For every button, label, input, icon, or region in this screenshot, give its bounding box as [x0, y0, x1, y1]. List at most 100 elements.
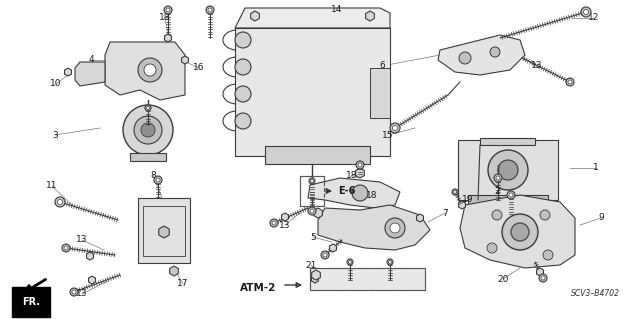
Text: 13: 13	[279, 220, 291, 229]
Circle shape	[347, 259, 353, 265]
Polygon shape	[536, 268, 543, 276]
Bar	[265, 146, 370, 164]
Text: 16: 16	[193, 63, 205, 72]
Circle shape	[509, 193, 513, 197]
Circle shape	[459, 52, 471, 64]
Polygon shape	[312, 270, 321, 280]
Circle shape	[584, 10, 589, 14]
Polygon shape	[318, 205, 430, 250]
Text: 8: 8	[150, 170, 156, 180]
Polygon shape	[480, 138, 535, 145]
Circle shape	[541, 276, 545, 280]
Text: 19: 19	[462, 196, 474, 204]
Circle shape	[540, 210, 550, 220]
Circle shape	[388, 261, 392, 263]
Circle shape	[488, 150, 528, 190]
Polygon shape	[251, 11, 259, 21]
Circle shape	[308, 207, 316, 215]
Circle shape	[454, 190, 456, 194]
Text: SCV3–B4702: SCV3–B4702	[571, 289, 620, 298]
Circle shape	[316, 211, 321, 216]
Circle shape	[310, 180, 314, 182]
Circle shape	[323, 253, 327, 257]
Circle shape	[390, 123, 400, 133]
Circle shape	[418, 216, 422, 220]
Text: 13: 13	[531, 62, 543, 70]
Text: 6: 6	[379, 62, 385, 70]
Circle shape	[313, 277, 317, 281]
Text: FR.: FR.	[22, 297, 40, 307]
Text: 12: 12	[588, 13, 600, 23]
Circle shape	[358, 170, 362, 175]
Circle shape	[349, 261, 351, 263]
Circle shape	[543, 250, 553, 260]
Circle shape	[166, 36, 170, 40]
Circle shape	[390, 223, 400, 233]
Text: 13: 13	[76, 290, 88, 299]
Circle shape	[235, 113, 251, 129]
Circle shape	[352, 185, 368, 201]
Bar	[458, 140, 558, 200]
Bar	[310, 268, 425, 290]
Circle shape	[387, 259, 393, 265]
Circle shape	[70, 288, 78, 296]
Text: 18: 18	[346, 170, 358, 180]
Polygon shape	[308, 178, 400, 208]
Circle shape	[358, 163, 362, 167]
Text: 4: 4	[88, 56, 94, 64]
Bar	[130, 153, 166, 161]
Bar	[310, 268, 425, 290]
Text: 15: 15	[382, 130, 394, 139]
Circle shape	[367, 13, 372, 19]
Circle shape	[283, 215, 287, 219]
Circle shape	[392, 125, 397, 130]
Circle shape	[321, 251, 329, 259]
Text: 3: 3	[52, 130, 58, 139]
Text: 10: 10	[51, 79, 61, 88]
Circle shape	[90, 278, 94, 282]
Circle shape	[568, 80, 572, 84]
Circle shape	[490, 47, 500, 57]
Text: 18: 18	[366, 190, 378, 199]
Text: E-6: E-6	[338, 186, 355, 196]
Circle shape	[487, 243, 497, 253]
Circle shape	[331, 246, 335, 250]
Polygon shape	[105, 42, 185, 100]
Polygon shape	[75, 62, 105, 86]
Polygon shape	[86, 252, 93, 260]
Circle shape	[64, 246, 68, 250]
Circle shape	[309, 178, 315, 184]
Text: 20: 20	[497, 275, 509, 284]
Text: 21: 21	[305, 261, 317, 270]
Circle shape	[154, 176, 162, 184]
Circle shape	[206, 6, 214, 14]
Bar	[235, 28, 390, 156]
Circle shape	[66, 70, 70, 74]
Circle shape	[72, 290, 76, 294]
Circle shape	[507, 191, 515, 199]
Circle shape	[62, 244, 70, 252]
Polygon shape	[235, 8, 390, 28]
Bar	[468, 195, 548, 205]
Circle shape	[270, 219, 278, 227]
Polygon shape	[365, 11, 374, 21]
Polygon shape	[438, 35, 525, 75]
Bar	[370, 68, 390, 118]
Polygon shape	[159, 226, 169, 238]
Text: 14: 14	[332, 5, 342, 14]
Circle shape	[385, 218, 405, 238]
Polygon shape	[65, 68, 72, 76]
Circle shape	[581, 7, 591, 17]
Text: ATM-2: ATM-2	[240, 283, 276, 293]
Circle shape	[156, 178, 160, 182]
Circle shape	[235, 59, 251, 75]
Bar	[143, 206, 185, 256]
Bar	[300, 176, 324, 206]
Text: 11: 11	[46, 182, 58, 190]
Circle shape	[496, 176, 500, 180]
Circle shape	[310, 209, 314, 213]
Circle shape	[58, 199, 63, 204]
Polygon shape	[460, 195, 575, 268]
Circle shape	[502, 214, 538, 250]
Circle shape	[460, 203, 464, 207]
